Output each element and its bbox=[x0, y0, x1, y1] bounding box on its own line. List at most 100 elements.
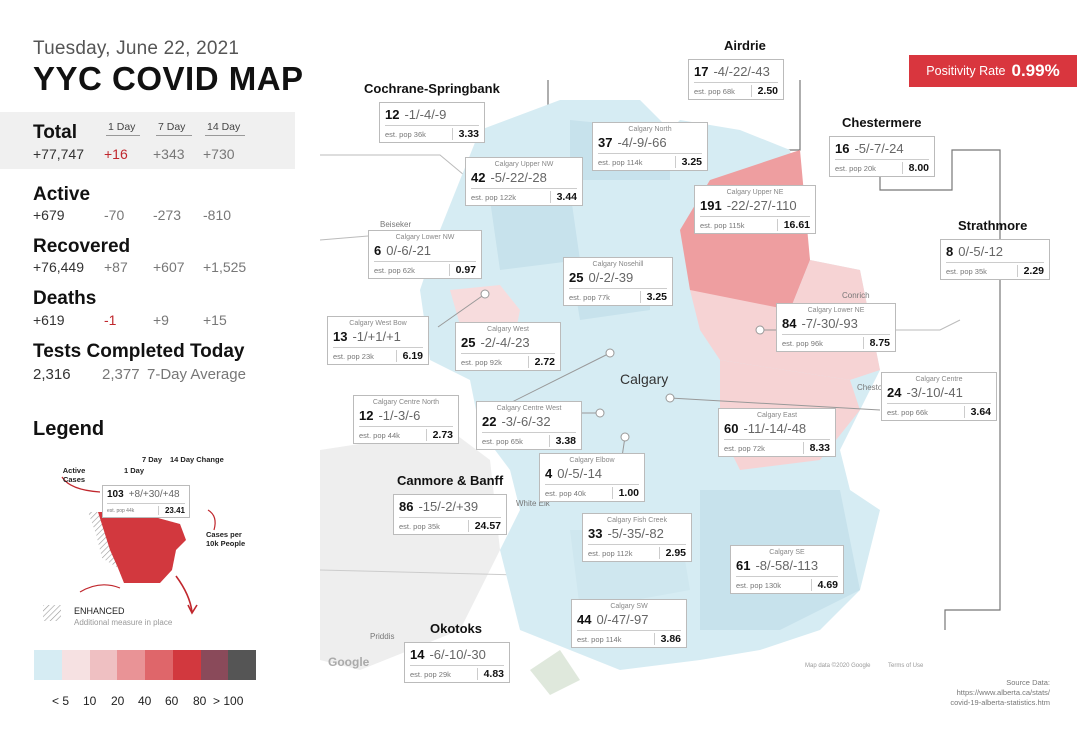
cases: 60 bbox=[724, 421, 739, 436]
zone-name: Calgary Centre bbox=[915, 376, 963, 383]
zone-marker bbox=[755, 325, 765, 335]
zone-box-se[interactable]: Calgary SE 61 -8/-58/-113 est. pop 130k 4.… bbox=[730, 545, 844, 594]
pop: est. pop 115k bbox=[700, 220, 745, 230]
pop: est. pop 35k bbox=[399, 521, 440, 531]
town-box-strathmore[interactable]: 8 0/-5/-12 est. pop 35k 2.29 bbox=[940, 239, 1050, 280]
zone-box-centre-west[interactable]: Calgary Centre West 22 -3/-6/-32 est. pop… bbox=[476, 401, 582, 450]
zone-name: Calgary North bbox=[628, 126, 672, 133]
cases: 22 bbox=[482, 414, 497, 429]
recovered-7day: +607 bbox=[153, 259, 185, 275]
scale-swatch bbox=[89, 650, 118, 680]
zone-box-north[interactable]: Calgary North 37 -4/-9/-66 est. pop 114k 3… bbox=[592, 122, 708, 171]
change: 0/-5/-14 bbox=[557, 466, 603, 481]
cases: 17 bbox=[694, 64, 709, 79]
cases: 6 bbox=[374, 243, 382, 258]
boundary-line bbox=[879, 140, 1001, 630]
rate: 3.25 bbox=[639, 291, 667, 303]
recovered-label: Recovered bbox=[33, 236, 131, 257]
map-label-white-elk: White Elk bbox=[516, 499, 550, 508]
pop: est. pop 92k bbox=[461, 357, 502, 367]
rate: 2.73 bbox=[425, 429, 453, 441]
rate: 3.33 bbox=[451, 128, 479, 140]
pop: est. pop 122k bbox=[471, 192, 517, 202]
change: -3/-6/-32 bbox=[501, 414, 551, 429]
total-value: +77,747 bbox=[33, 146, 84, 162]
town-title-cochrane: Cochrane-Springbank bbox=[364, 81, 500, 96]
change: -8/-58/-113 bbox=[755, 558, 819, 573]
cases: 37 bbox=[598, 135, 613, 150]
recovered-1day: +87 bbox=[104, 259, 128, 275]
zone-box-upper-ne[interactable]: Calgary Upper NE 191 -22/-27/-110 est. po… bbox=[694, 185, 816, 234]
town-title-strathmore: Strathmore bbox=[958, 218, 1028, 233]
zone-box-centre[interactable]: Calgary Centre 24 -3/-10/-41 est. pop 66k… bbox=[881, 372, 997, 421]
source-label: Source Data: bbox=[1006, 678, 1050, 687]
cases: 8 bbox=[946, 244, 954, 259]
deaths-1day: -1 bbox=[104, 312, 117, 328]
scale-label: 40 bbox=[138, 694, 152, 708]
header-underline bbox=[156, 135, 192, 136]
map-label-chestermere-town: Chesto bbox=[857, 383, 883, 392]
cases: 84 bbox=[782, 316, 797, 331]
pop: est. pop 112k bbox=[588, 548, 633, 558]
change: -22/-27/-110 bbox=[726, 198, 797, 213]
positivity-value: 0.99% bbox=[1011, 61, 1060, 80]
town-title-canmore: Canmore & Banff bbox=[397, 473, 504, 488]
change: -3/-10/-41 bbox=[906, 385, 963, 400]
change: -1/-3/-6 bbox=[378, 408, 421, 423]
header-1day: 1 Day bbox=[108, 121, 136, 133]
zone-box-elbow[interactable]: Calgary Elbow 4 0/-5/-14 est. pop 40k 1.00 bbox=[539, 453, 645, 502]
tests-avg: 2,377 bbox=[102, 366, 140, 383]
cases: 12 bbox=[359, 408, 374, 423]
pop: est. pop 114k bbox=[577, 634, 622, 644]
zone-name: Calgary Upper NW bbox=[494, 161, 554, 168]
legend-enhanced-note: Additional measure in place bbox=[74, 618, 173, 627]
source-url-1[interactable]: https://www.alberta.ca/stats/ bbox=[956, 688, 1050, 697]
zone-box-west[interactable]: Calgary West 25 -2/-4/-23 est. pop 92k 2.7… bbox=[455, 322, 561, 371]
zone-box-centre-north[interactable]: Calgary Centre North 12 -1/-3/-6 est. pop… bbox=[353, 395, 459, 444]
change: -7/-30/-93 bbox=[801, 316, 858, 331]
change: -11/-14/-48 bbox=[743, 421, 807, 436]
town-box-chestermere[interactable]: 16 -5/-7/-24 est. pop 20k 8.00 bbox=[829, 136, 935, 177]
zone-box-west-bow[interactable]: Calgary West Bow 13 -1/+1/+1 est. pop 23k… bbox=[327, 316, 429, 365]
deaths-stat: Deaths +619 -1 +9 +15 bbox=[0, 288, 295, 332]
zone-box-lower-ne[interactable]: Calgary Lower NE 84 -7/-30/-93 est. pop 9… bbox=[776, 303, 896, 352]
town-box-canmore[interactable]: 86 -15/-2/+39 est. pop 35k 24.57 bbox=[393, 494, 507, 535]
town-title-chestermere: Chestermere bbox=[842, 115, 922, 130]
town-box-airdrie[interactable]: 17 -4/-22/-43 est. pop 68k 2.50 bbox=[688, 59, 784, 100]
zone-marker bbox=[605, 348, 615, 358]
scale-swatch bbox=[172, 650, 201, 680]
legend-title: Legend bbox=[33, 418, 105, 440]
scale-label: 80 bbox=[193, 694, 207, 708]
zone-box-east[interactable]: Calgary East 60 -11/-14/-48 est. pop 72k 8… bbox=[718, 408, 836, 457]
zone-name: Calgary Elbow bbox=[569, 457, 615, 464]
rate: 3.86 bbox=[653, 633, 681, 645]
tests-avg-label: 7-Day Average bbox=[147, 366, 246, 383]
header-7day: 7 Day bbox=[158, 121, 186, 133]
zone-box-nosehill[interactable]: Calgary Nosehill 25 0/-2/-39 est. pop 77k… bbox=[563, 257, 673, 306]
deaths-14day: +15 bbox=[203, 312, 227, 328]
map-label-conrich: Conrich bbox=[842, 291, 870, 300]
zone-box-lower-nw[interactable]: Calgary Lower NW 6 0/-6/-21 est. pop 62k 0… bbox=[368, 230, 482, 279]
header-underline bbox=[106, 135, 140, 136]
map-terms-link[interactable]: Terms of Use bbox=[888, 663, 924, 669]
source-url-2[interactable]: covid-19-alberta-statistics.htm bbox=[950, 698, 1050, 707]
pop: est. pop 36k bbox=[385, 129, 426, 139]
change: -15/-2/+39 bbox=[418, 499, 479, 514]
positivity-rate-badge: Positivity Rate 0.99% bbox=[909, 55, 1077, 87]
rate: 8.33 bbox=[802, 442, 830, 454]
cases: 61 bbox=[736, 558, 751, 573]
zone-box-upper-nw[interactable]: Calgary Upper NW 42 -5/-22/-28 est. pop 1… bbox=[465, 157, 583, 206]
rate: 2.72 bbox=[527, 356, 555, 368]
town-box-cochrane[interactable]: 12 -1/-4/-9 est. pop 36k 3.33 bbox=[379, 102, 485, 143]
tests-value: 2,316 bbox=[33, 366, 71, 383]
report-date: Tuesday, June 22, 2021 bbox=[33, 38, 240, 59]
change: -4/-22/-43 bbox=[713, 64, 770, 79]
cases: 42 bbox=[471, 170, 486, 185]
cases: 44 bbox=[577, 612, 592, 627]
zone-box-fish-creek[interactable]: Calgary Fish Creek 33 -5/-35/-82 est. pop… bbox=[582, 513, 692, 562]
cases: 33 bbox=[588, 526, 603, 541]
zone-box-sw[interactable]: Calgary SW 44 0/-47/-97 est. pop 114k 3.86 bbox=[571, 599, 687, 648]
town-box-okotoks[interactable]: 14 -6/-10/-30 est. pop 29k 4.83 bbox=[404, 642, 510, 683]
connector-line bbox=[437, 293, 486, 328]
tests-label: Tests Completed Today bbox=[33, 341, 245, 362]
